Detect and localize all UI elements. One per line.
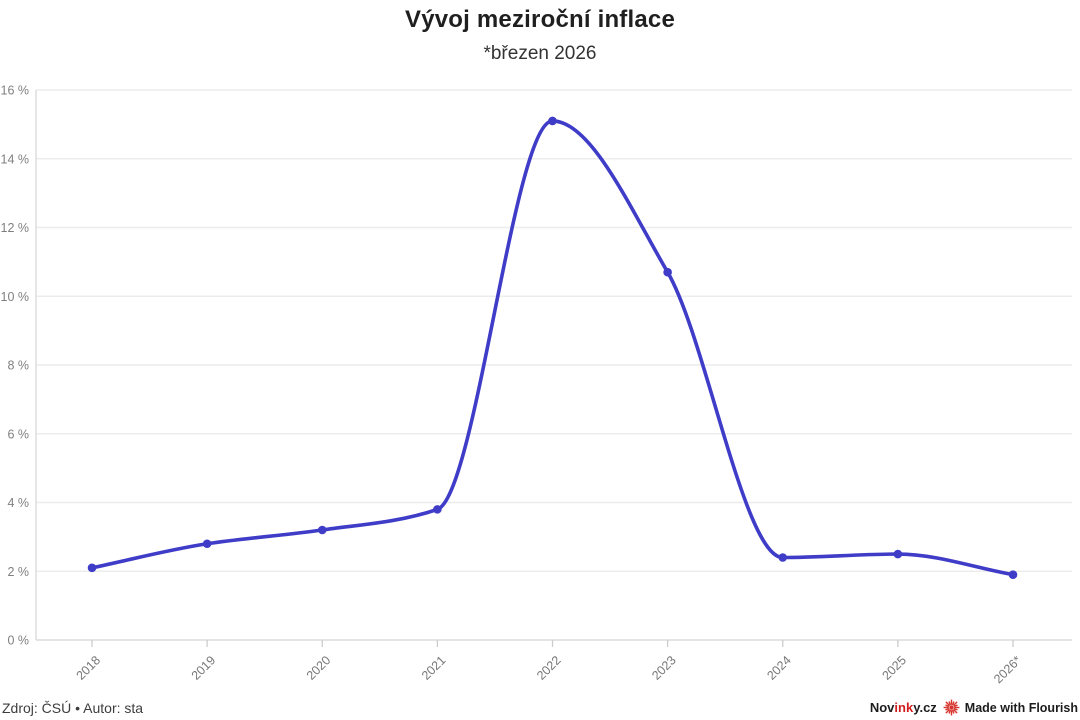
data-point[interactable] bbox=[433, 505, 442, 514]
x-axis-label: 2024 bbox=[764, 653, 794, 683]
y-axis-label: 16 % bbox=[1, 84, 30, 98]
chart-subtitle: *březen 2026 bbox=[483, 43, 597, 64]
x-axis-label: 2021 bbox=[419, 653, 449, 683]
y-axis-label: 12 % bbox=[1, 221, 30, 235]
y-axis-label: 14 % bbox=[1, 152, 30, 166]
data-point[interactable] bbox=[548, 116, 557, 126]
flourish-burst-ray bbox=[948, 709, 951, 714]
flourish-burst-ray bbox=[952, 708, 958, 714]
x-axis-label: 2025 bbox=[879, 653, 909, 683]
flourish-burst-ray bbox=[951, 709, 955, 714]
source-credit: Zdroj: ČSÚ • Autor: sta bbox=[2, 699, 144, 716]
footer-branding: Novinky.cz Made with Flourish bbox=[870, 699, 1078, 716]
chart-header: Vývoj meziroční inflace *březen 2026 bbox=[0, 6, 1080, 65]
flourish-burst-ray bbox=[953, 704, 958, 708]
x-axis-label: 2018 bbox=[74, 653, 104, 683]
data-point[interactable] bbox=[663, 267, 672, 277]
novinky-logo[interactable]: Novinky.cz bbox=[870, 700, 937, 715]
flourish-burst-ray bbox=[945, 708, 950, 714]
x-axis-label: 2022 bbox=[534, 653, 564, 683]
y-axis-label: 10 % bbox=[1, 290, 30, 304]
data-point[interactable] bbox=[317, 525, 327, 535]
flourish-burst-ray bbox=[945, 701, 950, 707]
chart-title: Vývoj meziroční inflace bbox=[404, 6, 676, 33]
y-axis-label: 8 % bbox=[7, 359, 29, 373]
y-axis-label: 6 % bbox=[7, 427, 29, 441]
gridlines bbox=[36, 89, 1072, 641]
y-axis-labels: 0 % 2 % 4 % 6 % 8 % 10 % 12 % 14 % 16 % bbox=[1, 84, 30, 648]
x-axis-label: 2026* bbox=[991, 653, 1024, 686]
flourish-burst-ray bbox=[953, 707, 958, 711]
y-axis-label: 0 % bbox=[7, 634, 29, 648]
x-axis-label: 2020 bbox=[304, 653, 334, 683]
made-with-flourish-link[interactable]: Made with Flourish bbox=[943, 699, 1078, 716]
flourish-burst-ray bbox=[945, 704, 950, 708]
x-axis-labels: 2018 2019 2020 2021 2022 2023 2024 2025 2026* bbox=[74, 653, 1025, 686]
flourish-burst-ray bbox=[951, 701, 955, 706]
data-point[interactable] bbox=[202, 539, 212, 549]
inflation-line bbox=[90, 119, 1015, 577]
x-axis-label: 2023 bbox=[649, 653, 679, 683]
flourish-burst-icon bbox=[943, 699, 960, 716]
novinky-logo-highlight: ink bbox=[894, 700, 914, 715]
data-point[interactable] bbox=[778, 553, 788, 562]
flourish-burst-ray bbox=[952, 701, 958, 707]
data-point[interactable] bbox=[87, 563, 97, 573]
flourish-burst-center bbox=[949, 705, 954, 710]
x-axis-ticks bbox=[91, 640, 1014, 647]
chart-footer: Zdroj: ČSÚ • Autor: sta Novinky.cz Made … bbox=[2, 699, 1078, 716]
x-axis-label: 2019 bbox=[189, 653, 219, 683]
y-axis-label: 4 % bbox=[7, 496, 29, 510]
flourish-burst-ray bbox=[948, 701, 951, 706]
flourish-burst-ray bbox=[945, 707, 950, 711]
novinky-logo-prefix: Nov bbox=[869, 700, 895, 715]
data-point[interactable] bbox=[893, 549, 903, 559]
data-point[interactable] bbox=[1008, 570, 1018, 579]
y-axis-label: 2 % bbox=[7, 565, 29, 579]
data-points bbox=[87, 116, 1018, 579]
novinky-logo-suffix: y.cz bbox=[913, 700, 937, 715]
made-with-flourish-label: Made with Flourish bbox=[964, 700, 1078, 715]
